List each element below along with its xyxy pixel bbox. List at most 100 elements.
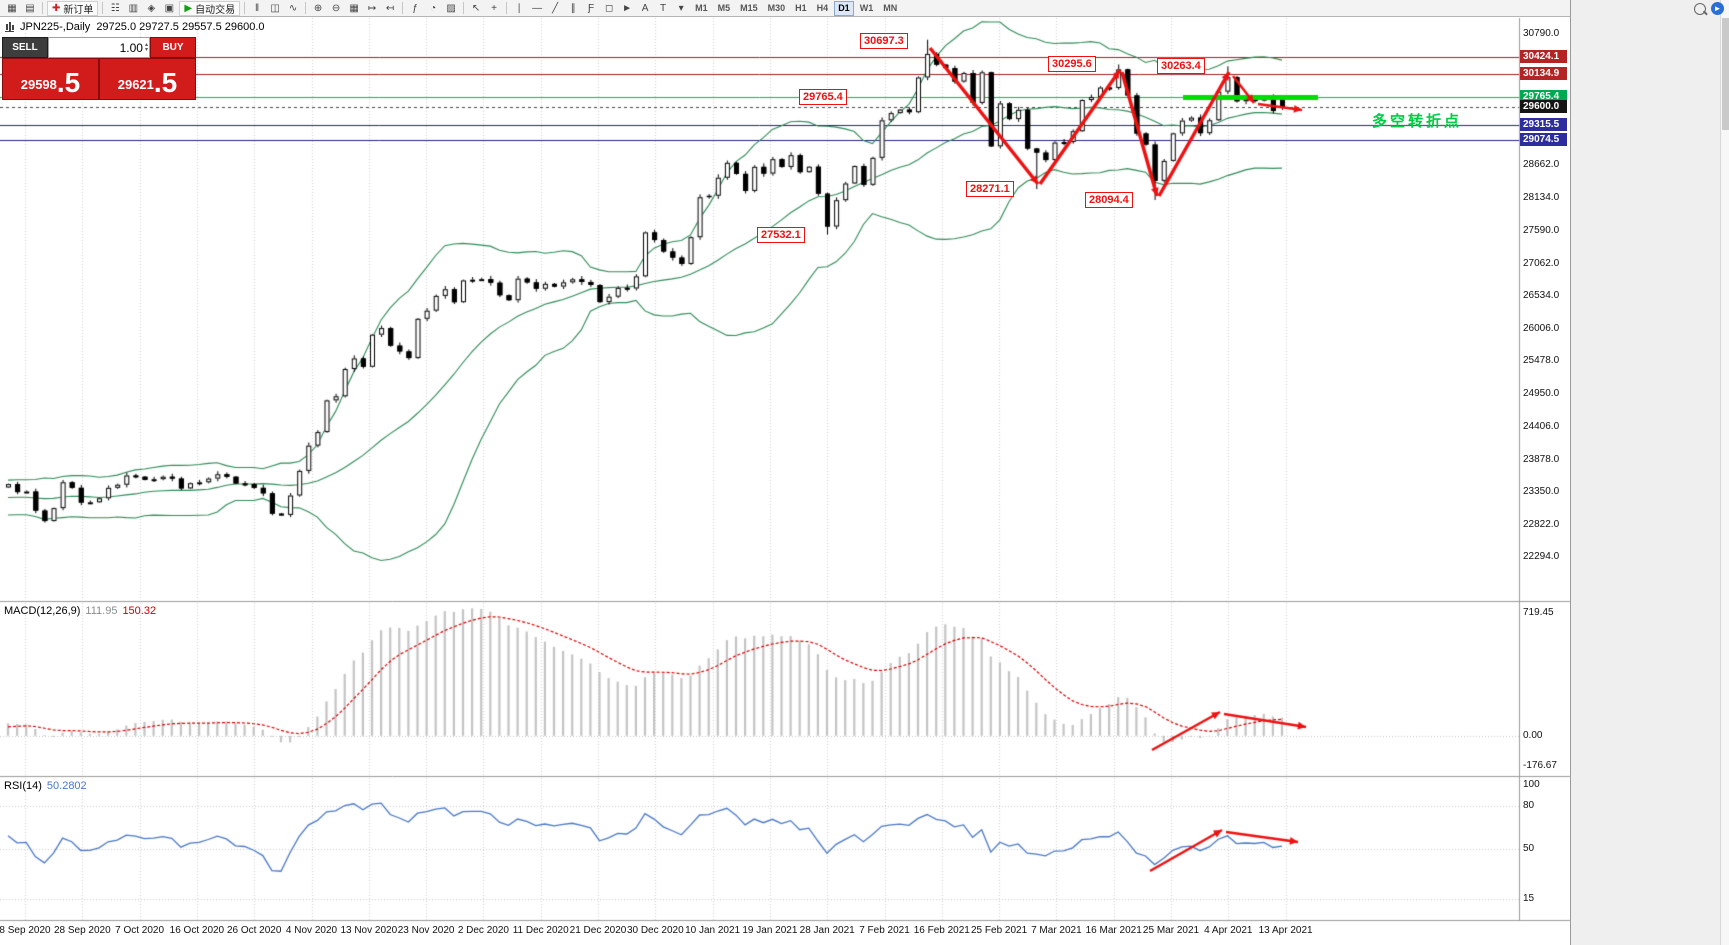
sell-price-tile[interactable]: 29598.5 xyxy=(2,58,99,100)
price-axis-tag: 30424.1 xyxy=(1520,49,1567,63)
navigator-icon[interactable]: ◈ xyxy=(147,2,156,14)
timeframe-button-h1[interactable]: H1 xyxy=(795,3,807,13)
trade-controls-row: SELL 1.00 ▴ ▾ BUY xyxy=(2,37,196,58)
search-icon[interactable] xyxy=(1694,2,1706,15)
desktop-area xyxy=(1570,0,1729,945)
timeframe-button-m1[interactable]: M1 xyxy=(695,3,708,13)
periods-icon[interactable]: ◔ xyxy=(430,2,437,14)
indicators-icon[interactable]: ƒ xyxy=(412,2,418,14)
date-axis-label: 16 Feb 2021 xyxy=(913,925,970,936)
rsi-axis-label: 100 xyxy=(1523,779,1540,790)
buy-price-tile[interactable]: 29621.5 xyxy=(99,58,196,100)
templates-icon[interactable]: ▨ xyxy=(446,2,456,14)
annotation-price-tag[interactable]: 27532.1 xyxy=(757,227,805,243)
timeframe-button-mn[interactable]: MN xyxy=(883,3,898,13)
date-axis-label: 30 Dec 2020 xyxy=(626,925,684,936)
sell-price-frac: .5 xyxy=(56,67,81,98)
new-chart-icon[interactable]: ▦ xyxy=(7,2,17,14)
price-axis-label: 22294.0 xyxy=(1523,551,1560,563)
timeframe-group: M1 M5 M15 M30 H1 H4 D1 W1 MN xyxy=(690,0,902,16)
annotation-price-tag[interactable]: 28271.1 xyxy=(966,181,1014,197)
macd-name: MACD(12,26,9) xyxy=(4,605,81,617)
vertical-line-icon[interactable]: ∣ xyxy=(516,2,522,14)
chart-symbol-header: JPN225-,Daily 29725.0 29727.5 29557.5 29… xyxy=(5,21,265,33)
date-axis-label: 16 Oct 2020 xyxy=(169,925,225,936)
cursor-icon[interactable]: ↖ xyxy=(471,2,481,14)
new-order-button-label: 新订单 xyxy=(63,4,94,16)
trendline-icon[interactable]: ╱ xyxy=(552,2,559,14)
zoom-out-icon[interactable]: ⊖ xyxy=(331,2,341,14)
annotation-price-tag[interactable]: 28094.4 xyxy=(1085,192,1133,208)
price-axis-label: 27062.0 xyxy=(1523,257,1560,269)
main-toolbar: ▦ ▤ ✚ 新订单 ☷ ▥ ◈ ▣ ▶ 自动交易 ‖ ◫ ∿ ⊕ ⊖ ▦ ↦ ↤ ƒ ◔ ▨ ↖ + ∣ ― ╱ ∥ Ƒ ◻ ► A T ▾ M1… xyxy=(0,0,1570,17)
channel-icon[interactable]: ∥ xyxy=(570,2,576,14)
line-chart-icon[interactable]: ∿ xyxy=(288,2,298,14)
price-axis-tag: 29315.5 xyxy=(1520,117,1567,131)
price-axis-label: 22822.0 xyxy=(1523,518,1560,530)
trade-prices-row: 29598.5 29621.5 xyxy=(2,58,196,100)
annotation-price-tag[interactable]: 30263.4 xyxy=(1157,58,1205,74)
zoom-in-icon[interactable]: ⊕ xyxy=(313,2,323,14)
date-axis-label: 16 Mar 2021 xyxy=(1085,925,1142,936)
volume-increase-button[interactable]: ▴ xyxy=(144,41,148,48)
price-axis-label: 25478.0 xyxy=(1523,355,1560,367)
bull-bear-turning-point-note[interactable]: 多空转折点 xyxy=(1372,113,1463,130)
community-icon[interactable]: ► xyxy=(1711,2,1724,15)
bar-chart-icon[interactable]: ‖ xyxy=(255,2,260,14)
price-axis-label: 23878.0 xyxy=(1523,453,1560,465)
more-tools-icon[interactable]: ▾ xyxy=(678,2,684,14)
fibonacci-icon[interactable]: Ƒ xyxy=(588,2,595,14)
chart-icon xyxy=(5,22,14,32)
buy-button[interactable]: BUY xyxy=(150,37,196,58)
crosshair-icon[interactable]: + xyxy=(491,2,498,14)
chart-shift-icon[interactable]: ↤ xyxy=(385,2,395,14)
tile-windows-icon[interactable]: ▦ xyxy=(349,2,359,14)
timeframe-button-h4[interactable]: H4 xyxy=(816,3,829,13)
date-axis-label: 28 Jan 2021 xyxy=(799,925,855,936)
market-watch-icon[interactable]: ☷ xyxy=(110,2,120,14)
annotation-price-tag[interactable]: 30295.6 xyxy=(1048,56,1096,72)
volume-decrease-button[interactable]: ▾ xyxy=(144,46,148,53)
sell-button[interactable]: SELL xyxy=(2,37,48,58)
date-axis-label: 28 Sep 2020 xyxy=(53,925,111,936)
rsi-axis-label: 50 xyxy=(1523,843,1535,854)
date-axis-label: 13 Apr 2021 xyxy=(1258,925,1313,936)
annotation-price-tag[interactable]: 30697.3 xyxy=(860,33,908,49)
rsi-value: 50.2802 xyxy=(46,780,87,792)
autotrade-button-label: 自动交易 xyxy=(195,4,236,16)
chart-profiles-icon[interactable]: ▤ xyxy=(25,2,35,14)
price-axis-label: 26006.0 xyxy=(1523,322,1560,334)
vertical-scrollbar[interactable] xyxy=(1720,0,1729,945)
shapes-icon[interactable]: ◻ xyxy=(604,2,614,14)
autotrade-button[interactable]: ▶ 自动交易 xyxy=(179,0,241,16)
text-icon[interactable]: A xyxy=(641,2,649,14)
date-axis-label: 10 Jan 2021 xyxy=(685,925,741,936)
terminal-icon[interactable]: ▣ xyxy=(164,2,175,14)
text-label-icon[interactable]: T xyxy=(660,2,667,14)
date-axis-label: 2 Dec 2020 xyxy=(457,925,509,936)
candlestick-chart-icon[interactable]: ◫ xyxy=(270,2,280,14)
timeframe-button-m5[interactable]: M5 xyxy=(717,3,731,13)
timeframe-button-w1[interactable]: W1 xyxy=(859,3,874,13)
horizontal-line-icon[interactable]: ― xyxy=(532,2,543,14)
data-window-icon[interactable]: ▥ xyxy=(128,2,139,14)
toolbar-separator xyxy=(402,2,404,14)
new-order-button[interactable]: ✚ 新订单 xyxy=(47,0,99,16)
date-axis-label: 21 Dec 2020 xyxy=(569,925,627,936)
auto-scroll-icon[interactable]: ↦ xyxy=(367,2,377,14)
timeframe-button-d1[interactable]: D1 xyxy=(834,0,854,16)
timeframe-button-m30[interactable]: M30 xyxy=(767,3,786,13)
timeframe-button-m15[interactable]: M15 xyxy=(740,3,758,13)
scrollbar-thumb[interactable] xyxy=(1722,18,1729,130)
macd-axis-label: -176.67 xyxy=(1523,759,1557,771)
volume-input[interactable]: 1.00 ▴ ▾ xyxy=(48,37,150,58)
buy-price-int: 29621 xyxy=(117,77,154,92)
annotation-price-tag[interactable]: 29765.4 xyxy=(799,89,847,105)
arrow-tool-icon[interactable]: ► xyxy=(622,2,633,14)
date-axis-label: 4 Nov 2020 xyxy=(285,925,338,936)
date-axis-label: 7 Feb 2021 xyxy=(859,925,910,936)
date-axis-label: 4 Apr 2021 xyxy=(1204,925,1253,936)
macd-main-value: 111.95 xyxy=(85,605,118,617)
